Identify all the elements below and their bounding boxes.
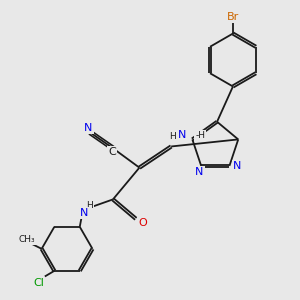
- Text: N: N: [233, 161, 242, 171]
- Text: O: O: [139, 218, 147, 228]
- Text: H: H: [86, 201, 93, 210]
- Text: N: N: [80, 208, 88, 218]
- Text: C: C: [108, 147, 116, 157]
- Text: Br: Br: [227, 12, 239, 22]
- Text: CH₃: CH₃: [18, 235, 35, 244]
- Text: N: N: [195, 167, 204, 177]
- Text: H: H: [169, 132, 176, 141]
- Text: Cl: Cl: [33, 278, 44, 288]
- Text: -H: -H: [195, 131, 205, 140]
- Text: N: N: [84, 123, 92, 133]
- Text: N: N: [178, 130, 187, 140]
